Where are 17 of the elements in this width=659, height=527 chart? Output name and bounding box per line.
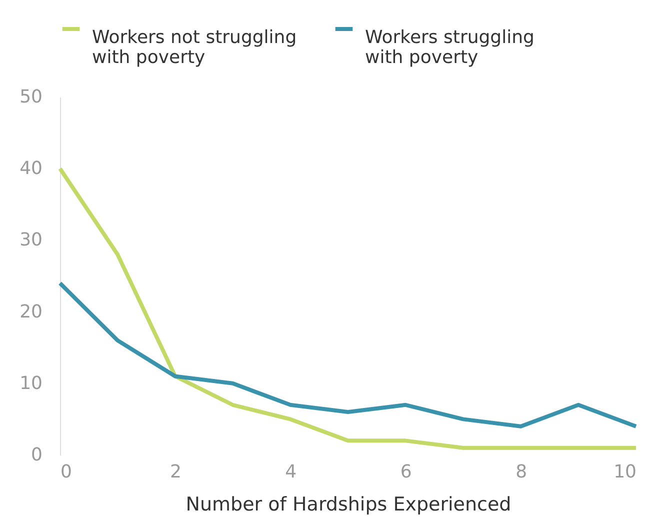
y-tick-label: 50 xyxy=(20,86,42,108)
x-tick-label: 10 xyxy=(614,462,636,482)
legend-label: Workers struggling with poverty xyxy=(365,27,534,68)
x-tick-label: 0 xyxy=(60,462,72,482)
line-series xyxy=(58,281,638,428)
x-axis-title: Number of Hardships Experienced xyxy=(186,494,512,516)
legend-label: Workers not struggling with poverty xyxy=(92,27,297,68)
y-tick-label: 40 xyxy=(20,158,42,180)
y-tick-label: 10 xyxy=(20,372,42,394)
x-tick-label: 6 xyxy=(400,462,412,482)
x-tick-label: 2 xyxy=(170,462,182,482)
x-tick-label: 8 xyxy=(516,462,528,482)
line-series xyxy=(58,166,638,450)
y-tick-label: 30 xyxy=(20,230,42,251)
x-tick-label: 4 xyxy=(285,462,297,482)
y-tick-label: 0 xyxy=(31,444,42,466)
y-tick-label: 20 xyxy=(20,301,42,322)
